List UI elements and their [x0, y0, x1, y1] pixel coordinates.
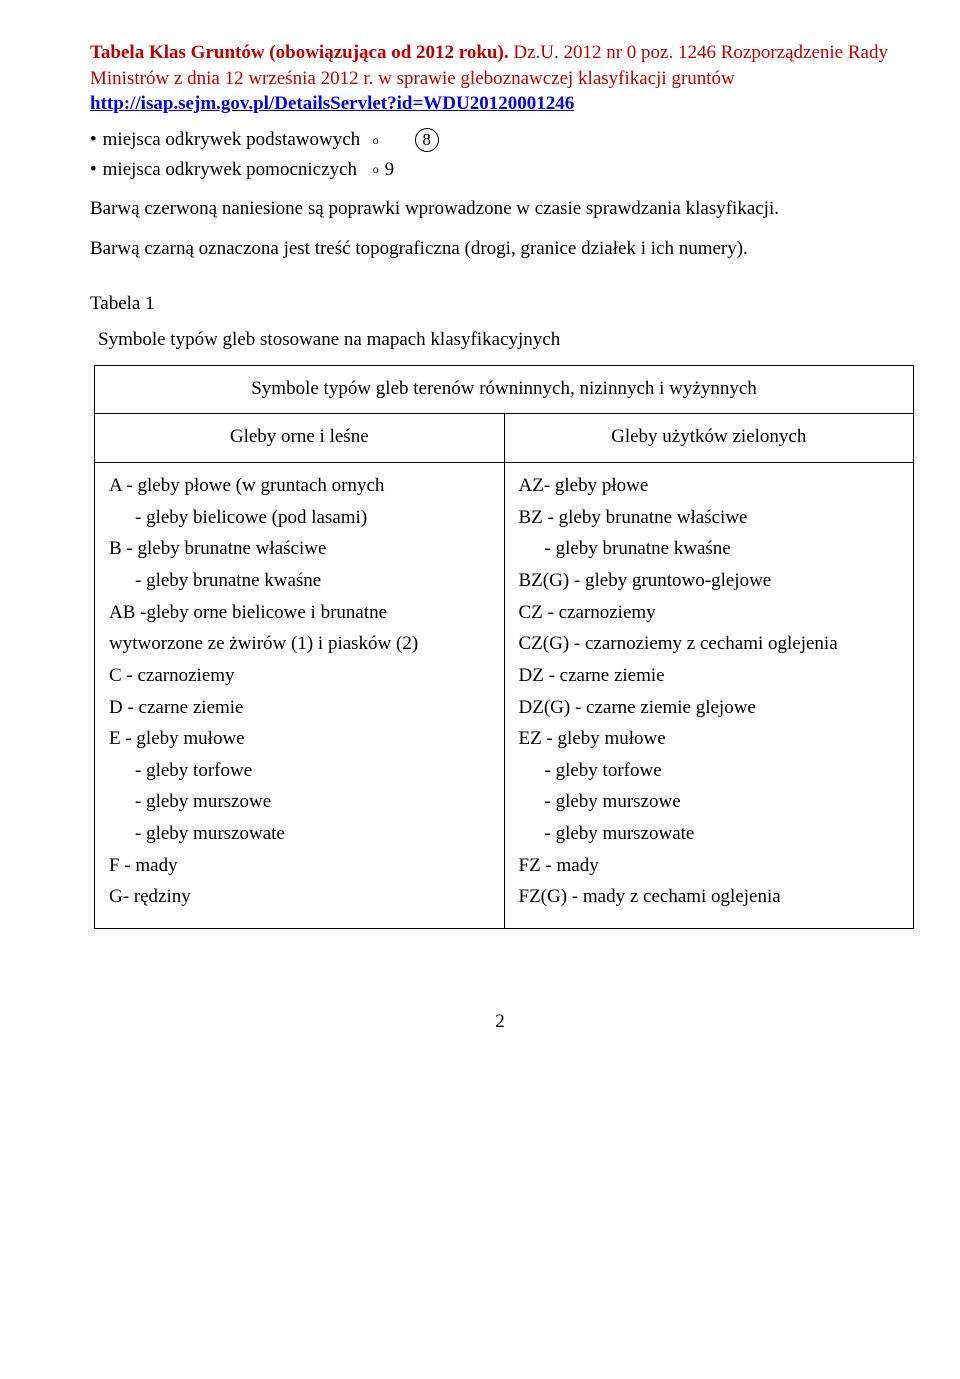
table-row: BZ(G) - gleby gruntowo-glejowe [519, 568, 900, 594]
soil-types-table: Symbole typów gleb terenów równinnych, n… [94, 365, 914, 929]
table-row: EZ - gleby mułowe [519, 726, 900, 752]
paragraph-1: Barwą czerwoną naniesione są poprawki wp… [90, 196, 910, 222]
table-row: E - gleby mułowe [109, 726, 490, 752]
bullet-2-number: 9 [385, 157, 395, 183]
page-number: 2 [90, 1009, 910, 1035]
table-subheader-left: Gleby orne i leśne [95, 414, 505, 463]
header-link[interactable]: http://isap.sejm.gov.pl/DetailsServlet?i… [90, 93, 574, 114]
table-caption: Symbole typów gleb stosowane na mapach k… [98, 327, 910, 353]
table-header-row: Symbole typów gleb terenów równinnych, n… [95, 365, 914, 414]
table-cell-left: A - gleby płowe (w gruntach ornych - gleb… [95, 463, 505, 929]
bullet-item-2: • miejsca odkrywek pomocniczych o 9 [90, 157, 910, 183]
table-row: BZ - gleby brunatne właściwe [519, 505, 900, 531]
table-row: G- rędziny [109, 884, 490, 910]
table-row: - gleby murszowe [519, 789, 900, 815]
bullet-list: • miejsca odkrywek podstawowych o 8 • mi… [90, 127, 910, 182]
bullet-2-text: miejsca odkrywek pomocniczych [103, 157, 373, 183]
table-row: DZ(G) - czarne ziemie glejowe [519, 695, 900, 721]
table-row: - gleby bielicowe (pod lasami) [109, 505, 490, 531]
bullet-item-1: • miejsca odkrywek podstawowych o 8 [90, 127, 910, 153]
table-label: Tabela 1 [90, 291, 910, 317]
table-row: FZ - mady [519, 853, 900, 879]
table-row: AB -gleby orne bielicowe i brunatne [109, 600, 490, 626]
table-row: B - gleby brunatne właściwe [109, 536, 490, 562]
bullet-2-symbol: o [373, 161, 379, 177]
table-row: F - mady [109, 853, 490, 879]
table-subheader-right: Gleby użytków zielonych [504, 414, 914, 463]
table-row: A - gleby płowe (w gruntach ornych [109, 473, 490, 499]
table-row: - gleby murszowe [109, 789, 490, 815]
bullet-1-number-circled: 8 [415, 128, 439, 152]
table-row: - gleby brunatne kwaśne [519, 536, 900, 562]
bullet-dot-icon: • [90, 127, 97, 153]
table-row: - gleby torfowe [519, 758, 900, 784]
bullet-dot-icon: • [90, 157, 97, 183]
bullet-1-symbol: o [373, 132, 379, 148]
paragraph-2: Barwą czarną oznaczona jest treść topogr… [90, 236, 910, 262]
bullet-1-text: miejsca odkrywek podstawowych [103, 127, 373, 153]
table-row: - gleby murszowate [519, 821, 900, 847]
table-row: D - czarne ziemie [109, 695, 490, 721]
header-title-bold: Tabela Klas Gruntów (obowiązująca od 201… [90, 42, 509, 63]
table-cell-right: AZ- gleby płowe BZ - gleby brunatne właśc… [504, 463, 914, 929]
table-row: C - czarnoziemy [109, 663, 490, 689]
table-row: CZ(G) - czarnoziemy z cechami oglejenia [519, 631, 900, 657]
table-row: DZ - czarne ziemie [519, 663, 900, 689]
table-row: CZ - czarnoziemy [519, 600, 900, 626]
table-row: - gleby murszowate [109, 821, 490, 847]
table-row: - gleby torfowe [109, 758, 490, 784]
table-row: FZ(G) - mady z cechami oglejenia [519, 884, 900, 910]
table-row: AZ- gleby płowe [519, 473, 900, 499]
document-header: Tabela Klas Gruntów (obowiązująca od 201… [90, 40, 910, 117]
table-row: wytworzone ze żwirów (1) i piasków (2) [109, 631, 490, 657]
table-row: - gleby brunatne kwaśne [109, 568, 490, 594]
